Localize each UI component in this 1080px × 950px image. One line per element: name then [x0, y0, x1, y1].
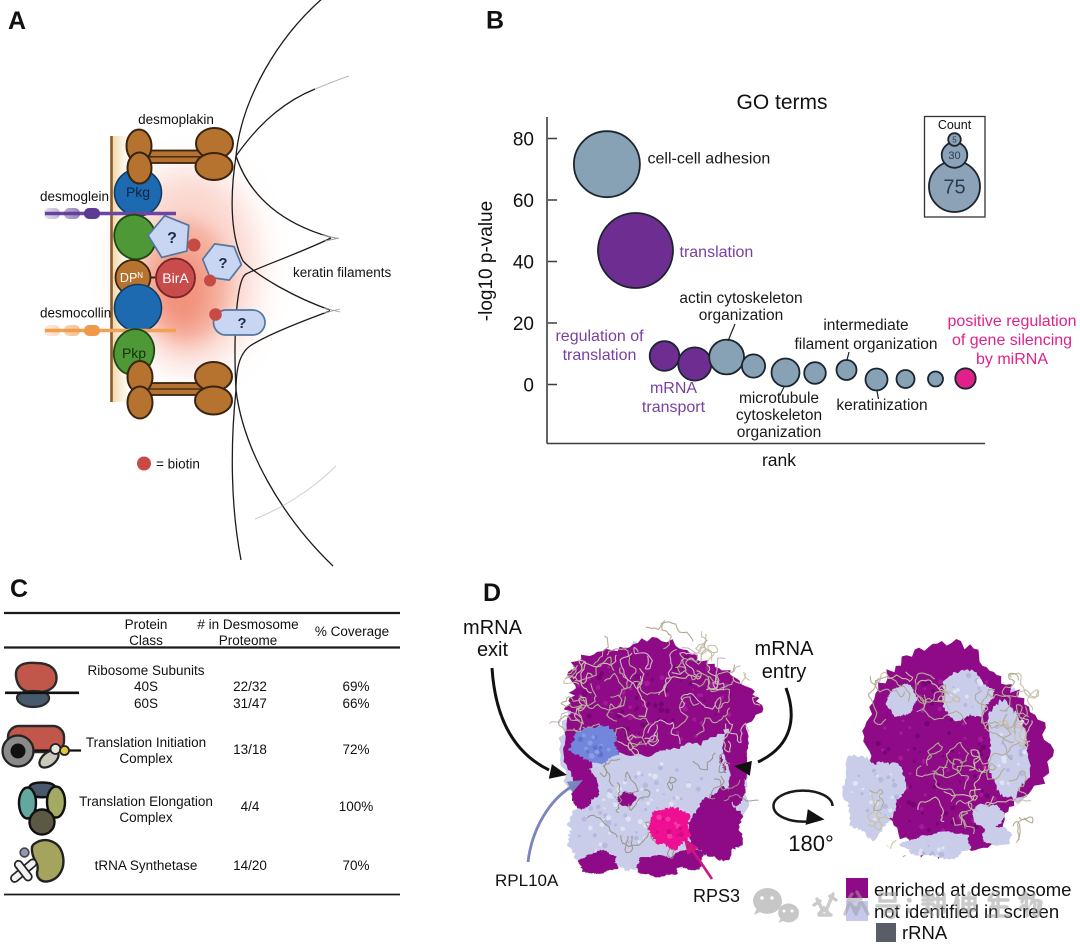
svg-text:positive regulation: positive regulation [948, 313, 1077, 330]
svg-text:Complex: Complex [119, 810, 173, 825]
svg-text:organization: organization [737, 424, 821, 441]
svg-text:exit: exit [477, 639, 509, 661]
svg-text:tRNA Synthetase: tRNA Synthetase [95, 858, 198, 873]
svg-text:mRNA: mRNA [650, 380, 697, 397]
svg-text:30: 30 [948, 150, 960, 162]
svg-text:RPL10A: RPL10A [495, 871, 559, 890]
svg-text:desmocollin: desmocollin [40, 306, 111, 321]
svg-text:?: ? [167, 230, 177, 247]
svg-text:Protein: Protein [125, 617, 168, 632]
svg-text:mRNA: mRNA [755, 638, 815, 660]
svg-text:66%: 66% [342, 696, 369, 711]
svg-text:?: ? [237, 315, 246, 332]
svg-text:regulation of: regulation of [555, 328, 644, 345]
svg-text:of gene silencing: of gene silencing [952, 332, 1072, 349]
svg-text:70%: 70% [342, 858, 369, 873]
svg-text:cytoskeleton: cytoskeleton [736, 407, 822, 424]
svg-text:13/18: 13/18 [233, 742, 267, 757]
svg-text:transport: transport [642, 399, 706, 416]
svg-text:Count: Count [938, 118, 972, 132]
svg-text:Translation Elongation: Translation Elongation [79, 794, 213, 809]
svg-text:22/32: 22/32 [233, 679, 267, 694]
svg-text:60S: 60S [134, 696, 158, 711]
svg-text:intermediate: intermediate [823, 317, 908, 334]
svg-text:Pkp: Pkp [122, 345, 146, 361]
svg-text:organization: organization [699, 307, 783, 324]
svg-text:= biotin: = biotin [156, 457, 200, 472]
svg-text:mRNA: mRNA [463, 617, 523, 639]
svg-text:14/20: 14/20 [233, 858, 267, 873]
svg-text:BirA: BirA [162, 270, 189, 286]
svg-text:translation: translation [563, 347, 637, 364]
svg-text:RPS3: RPS3 [693, 886, 740, 906]
svg-text:entry: entry [762, 661, 806, 683]
svg-text:keratinization: keratinization [836, 397, 927, 414]
svg-text:20: 20 [513, 314, 534, 335]
svg-text:filament organization: filament organization [794, 336, 937, 353]
svg-text:5: 5 [952, 136, 957, 145]
svg-text:180°: 180° [788, 831, 834, 856]
svg-text:Class: Class [129, 633, 163, 648]
svg-text:80: 80 [513, 129, 534, 150]
svg-text:C: C [10, 575, 28, 603]
svg-text:72%: 72% [342, 742, 369, 757]
svg-text:31/47: 31/47 [233, 696, 267, 711]
svg-text:?: ? [218, 255, 227, 272]
svg-text:GO terms: GO terms [736, 91, 827, 114]
svg-text:75: 75 [943, 177, 965, 199]
svg-text:0: 0 [523, 375, 534, 396]
svg-text:40S: 40S [134, 679, 158, 694]
svg-text:40: 40 [513, 252, 534, 273]
svg-text:desmoglein: desmoglein [40, 189, 109, 204]
svg-text:B: B [486, 7, 504, 35]
svg-text:-log10 p-value: -log10 p-value [476, 201, 497, 321]
svg-text:translation: translation [680, 244, 754, 261]
svg-text:60: 60 [513, 191, 534, 212]
svg-text:69%: 69% [342, 679, 369, 694]
svg-text:A: A [8, 7, 26, 35]
svg-text:keratin filaments: keratin filaments [293, 265, 392, 280]
svg-text:4/4: 4/4 [241, 799, 260, 814]
svg-text:# in Desmosome: # in Desmosome [197, 617, 298, 632]
svg-text:Translation Initiation: Translation Initiation [86, 735, 206, 750]
svg-text:Proteome: Proteome [219, 633, 278, 648]
svg-text:Complex: Complex [119, 751, 173, 766]
svg-text:D: D [483, 579, 501, 607]
svg-text:microtubule: microtubule [739, 390, 819, 407]
svg-text:cell-cell adhesion: cell-cell adhesion [648, 151, 771, 168]
svg-text:100%: 100% [339, 799, 374, 814]
svg-text:actin cytoskeleton: actin cytoskeleton [679, 290, 802, 307]
svg-text:Ribosome Subunits: Ribosome Subunits [87, 663, 204, 678]
svg-text:rRNA: rRNA [902, 922, 948, 943]
svg-text:Pkg: Pkg [126, 184, 150, 200]
svg-text:% Coverage: % Coverage [315, 624, 389, 639]
svg-text:desmoplakin: desmoplakin [138, 112, 214, 127]
svg-text:by miRNA: by miRNA [976, 351, 1048, 368]
svg-text:rank: rank [762, 450, 796, 470]
